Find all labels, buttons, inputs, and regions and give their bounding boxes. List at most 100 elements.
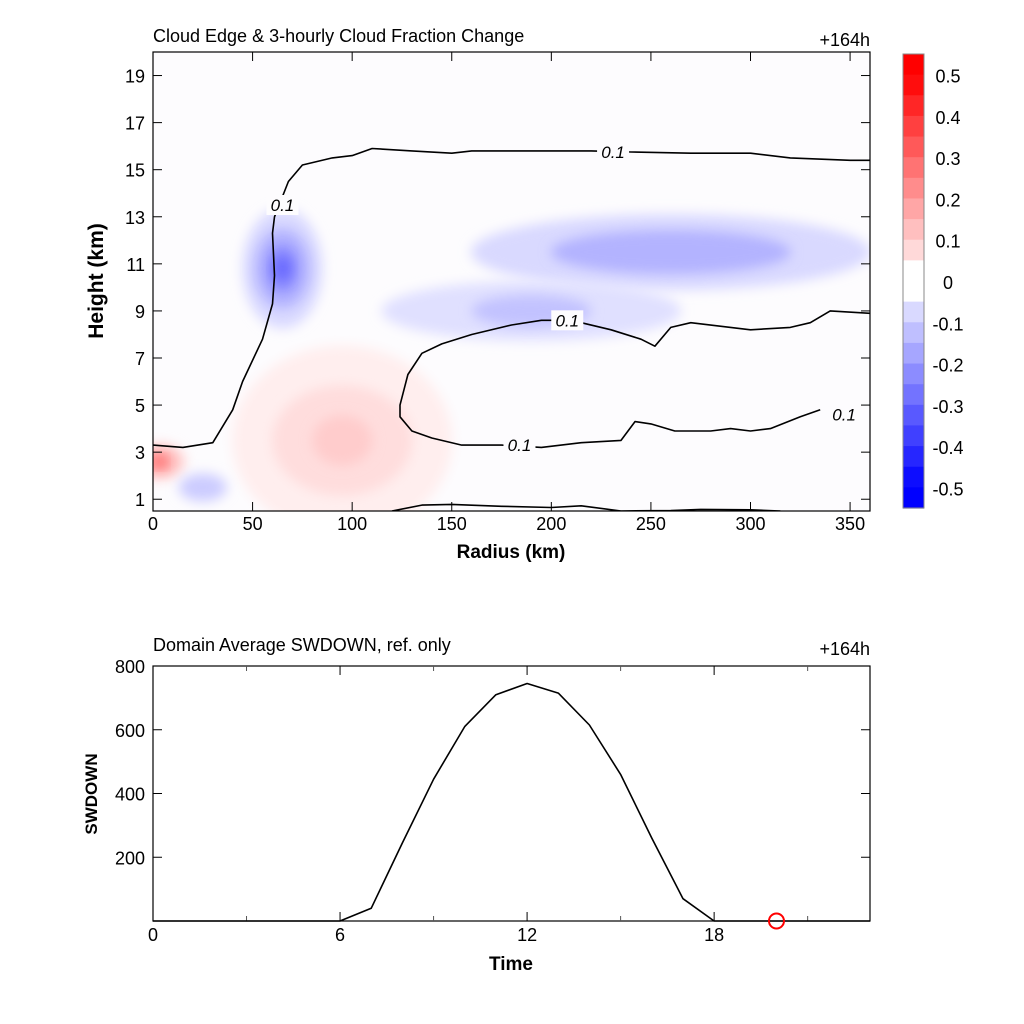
y-tick-label: 13 xyxy=(125,208,145,228)
colorbar-segment xyxy=(903,157,924,179)
colorbar-label: 0.2 xyxy=(935,190,960,210)
x-tick-label: 350 xyxy=(835,514,865,534)
colorbar-segment xyxy=(903,54,924,76)
bottom-y-axis-label: SWDOWN xyxy=(82,753,101,834)
colorbar-label: 0.5 xyxy=(935,67,960,87)
y-tick-label: 17 xyxy=(125,114,145,134)
swdown-panel: Domain Average SWDOWN, ref. only +164h 0… xyxy=(82,635,871,975)
x-tick-label: 200 xyxy=(536,514,566,534)
y-tick-label: 800 xyxy=(115,657,145,677)
colorbar: 0.5 0.4 0.3 0.2 0.1 0 -0.1 -0.2 -0.3 -0.4 -0.5 xyxy=(902,53,964,509)
colorbar-label: 0.3 xyxy=(935,149,960,169)
x-tick-label: 250 xyxy=(636,514,666,534)
bottom-axis-ticks: 0 6 12 18 200 400 600 800 xyxy=(115,657,870,945)
top-time-label: +164h xyxy=(819,30,870,50)
colorbar-segment xyxy=(903,384,924,406)
y-tick-label: 15 xyxy=(125,161,145,181)
cloud-fraction-shading xyxy=(153,208,870,511)
top-y-axis-label: Height (km) xyxy=(85,223,108,339)
contour-label-bg xyxy=(597,142,630,163)
colorbar-segment xyxy=(903,322,924,344)
colorbar-segment xyxy=(903,446,924,468)
colorbar-segment xyxy=(903,404,924,427)
colorbar-segment xyxy=(903,425,924,447)
x-tick-label: 100 xyxy=(337,514,367,534)
colorbar-label: 0.1 xyxy=(935,232,960,252)
contour-line xyxy=(399,310,870,449)
contour-label: 0.1 xyxy=(555,311,579,330)
colorbar-label: -0.2 xyxy=(932,356,963,376)
colorbar-segment xyxy=(903,95,924,117)
current-time-marker xyxy=(767,912,785,930)
colorbar-segment xyxy=(903,301,924,323)
colorbar-segment xyxy=(903,74,924,96)
x-tick-label: 0 xyxy=(148,514,158,534)
contour-line xyxy=(153,147,870,449)
cloud-fraction-panel: Cloud Edge & 3-hourly Cloud Fraction Cha… xyxy=(85,26,964,563)
contour-lines xyxy=(153,147,870,511)
colorbar-segment xyxy=(903,219,924,241)
colorbar-segment xyxy=(903,363,924,385)
y-tick-label: 200 xyxy=(115,848,145,868)
colorbar-segment xyxy=(903,136,924,158)
bottom-plot-frame xyxy=(152,665,871,922)
shading-positive-lower-center xyxy=(312,415,373,466)
colorbar-label: -0.4 xyxy=(932,438,963,458)
shading-negative-core-upper-left xyxy=(274,256,291,281)
x-tick-label: 150 xyxy=(437,514,467,534)
x-tick-label: 50 xyxy=(243,514,263,534)
contour-label: 0.1 xyxy=(508,436,532,455)
colorbar-segment xyxy=(903,466,924,488)
colorbar-segment xyxy=(903,115,924,138)
y-tick-label: 400 xyxy=(115,785,145,805)
bottom-chart-title: Domain Average SWDOWN, ref. only xyxy=(153,635,451,655)
contour-label: 0.1 xyxy=(832,405,856,424)
swdown-series xyxy=(153,682,870,930)
top-chart-title: Cloud Edge & 3-hourly Cloud Fraction Cha… xyxy=(153,26,524,46)
colorbar-segment xyxy=(903,487,924,509)
contour-label-bg xyxy=(551,310,584,331)
colorbar-label: -0.1 xyxy=(932,314,963,334)
contour-label-bg xyxy=(266,195,299,215)
colorbar-segment xyxy=(903,239,924,261)
contour-label-bg xyxy=(503,435,536,456)
bottom-time-label: +164h xyxy=(819,639,870,659)
y-tick-label: 9 xyxy=(135,302,145,322)
contour-label-bg xyxy=(828,404,861,425)
top-x-axis-label: Radius (km) xyxy=(457,542,566,563)
y-tick-label: 19 xyxy=(125,67,145,87)
x-tick-label: 300 xyxy=(735,514,765,534)
shading-negative-band-upper-right xyxy=(550,230,791,275)
colorbar-segment xyxy=(903,342,924,365)
colorbar-segment xyxy=(903,260,924,282)
y-tick-label: 7 xyxy=(135,349,145,369)
bottom-x-axis-label: Time xyxy=(489,954,533,975)
shading-positive-near-origin xyxy=(153,456,165,467)
colorbar-label: 0.4 xyxy=(935,108,960,128)
colorbar-label: 0 xyxy=(943,273,953,293)
x-tick-label: 0 xyxy=(148,925,158,945)
x-tick-label: 6 xyxy=(335,925,345,945)
colorbar-segment xyxy=(903,177,924,200)
shading-negative-small-lower-left xyxy=(178,473,227,502)
x-tick-label: 12 xyxy=(517,925,537,945)
top-plot-frame xyxy=(152,51,871,512)
x-tick-label: 18 xyxy=(704,925,724,945)
contour-label: 0.1 xyxy=(601,143,625,162)
y-tick-label: 3 xyxy=(135,443,145,463)
contour-line xyxy=(391,503,781,511)
colorbar-segment xyxy=(903,198,924,220)
y-tick-label: 1 xyxy=(135,490,145,510)
colorbar-label: -0.3 xyxy=(932,397,963,417)
contour-labels: 0.1 0.1 0.1 0.1 0.1 xyxy=(266,142,861,456)
colorbar-label: -0.5 xyxy=(932,479,963,499)
contour-label: 0.1 xyxy=(271,196,295,215)
y-tick-label: 11 xyxy=(126,255,145,275)
swdown-line xyxy=(153,682,870,922)
y-tick-label: 5 xyxy=(135,396,145,416)
y-tick-label: 600 xyxy=(115,721,145,741)
colorbar-segment xyxy=(903,281,924,303)
colorbar-frame xyxy=(902,53,925,509)
